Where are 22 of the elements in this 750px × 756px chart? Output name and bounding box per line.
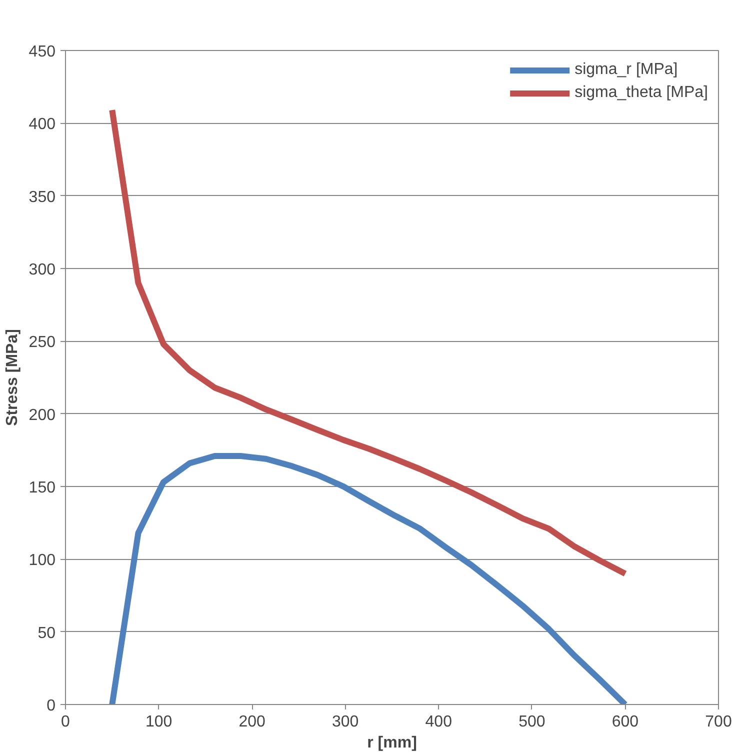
y-axis-title: Stress [MPa] xyxy=(4,329,21,426)
legend-label: sigma_theta [MPa] xyxy=(574,84,708,102)
x-tick-label: 700 xyxy=(705,714,732,730)
y-tick-label: 250 xyxy=(28,334,56,352)
y-tick-label: 100 xyxy=(28,552,56,570)
legend-label: sigma_r [MPa] xyxy=(574,61,678,79)
y-tick-label: 350 xyxy=(28,188,56,206)
x-axis-title: r [mm] xyxy=(367,734,417,752)
y-tick-label: 450 xyxy=(28,44,56,60)
x-tick-label: 200 xyxy=(238,714,266,730)
y-tick-label: 150 xyxy=(28,480,56,496)
x-tick-label: 500 xyxy=(518,714,546,730)
y-tick-label: 50 xyxy=(38,624,56,642)
y-tick-label: 300 xyxy=(28,262,56,278)
x-tick-label: 600 xyxy=(612,714,639,730)
x-tick-label: 0 xyxy=(61,714,70,730)
y-tick-label: 400 xyxy=(28,116,56,134)
x-tick-label: 400 xyxy=(425,714,452,730)
y-tick-label: 200 xyxy=(28,406,56,424)
x-tick-label: 300 xyxy=(332,714,359,730)
x-tick-label: 100 xyxy=(145,714,172,730)
y-tick-label: 0 xyxy=(46,698,56,714)
